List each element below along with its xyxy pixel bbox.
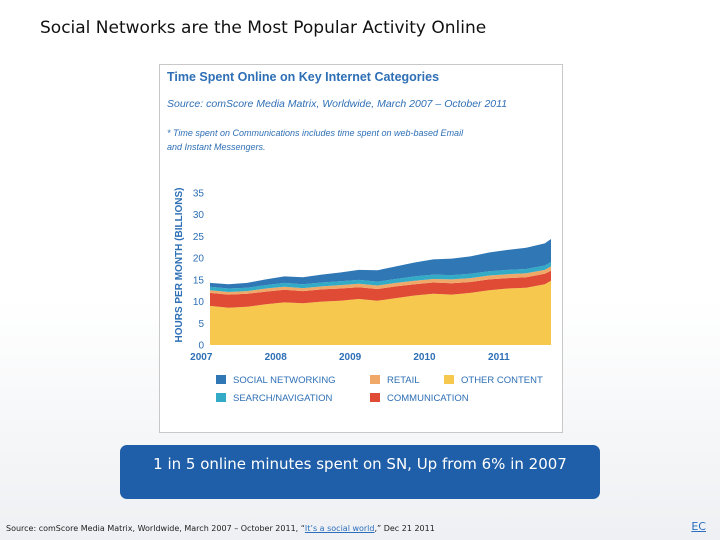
stacked-area-chart: Time Spent Online on Key Internet Catego… — [167, 70, 551, 404]
chart-subtitle: Source: comScore Media Matrix, Worldwide… — [167, 98, 507, 110]
area-other-content — [210, 280, 551, 345]
legend-label: SOCIAL NETWORKING — [233, 375, 336, 386]
y-tick-label: 15 — [193, 275, 205, 286]
y-tick-labels: 0 5 10 15 20 25 30 35 — [193, 189, 205, 352]
area-social-networking — [210, 239, 551, 289]
x-tick-label: 2008 — [265, 352, 288, 363]
area-search-navigation — [210, 262, 551, 292]
x-tick-label: 2010 — [413, 352, 436, 363]
legend-swatch — [216, 393, 226, 402]
source-prefix: Source: comScore Media Matrix, Worldwide… — [6, 524, 305, 533]
chart-footnote-line-1: * Time spent on Communications includes … — [167, 128, 464, 138]
chart-footnote-line-2: and Instant Messengers. — [167, 142, 266, 152]
y-tick-label: 20 — [193, 254, 205, 265]
legend-swatch — [370, 393, 380, 402]
slide-corner-link[interactable]: EC — [691, 520, 706, 533]
x-tick-label: 2007 — [190, 352, 213, 363]
x-tick-label: 2011 — [488, 352, 510, 363]
area-communication — [210, 270, 551, 308]
y-tick-label: 25 — [193, 232, 205, 243]
source-link[interactable]: It’s a social world — [304, 524, 375, 533]
chart-title: Time Spent Online on Key Internet Catego… — [167, 70, 439, 84]
y-tick-label: 30 — [193, 210, 205, 221]
legend-label: RETAIL — [387, 375, 420, 386]
area-retail — [210, 266, 551, 295]
legend-swatch — [370, 375, 380, 384]
y-tick-label: 0 — [198, 341, 204, 352]
chart-legend: SOCIAL NETWORKING RETAIL OTHER CONTENT SEAR… — [216, 375, 543, 404]
legend-label: OTHER CONTENT — [461, 375, 543, 386]
legend-label: COMMUNICATION — [387, 393, 469, 404]
area-layer — [210, 239, 551, 345]
legend-swatch — [444, 375, 454, 384]
source-note: Source: comScore Media Matrix, Worldwide… — [6, 524, 435, 533]
legend-swatch — [216, 375, 226, 384]
legend-label: SEARCH/NAVIGATION — [233, 393, 333, 404]
chart-panel: Time Spent Online on Key Internet Catego… — [159, 64, 563, 433]
callout-banner: 1 in 5 online minutes spent on SN, Up fr… — [120, 445, 600, 499]
x-tick-label: 2009 — [339, 352, 362, 363]
source-suffix: ,” Dec 21 2011 — [374, 524, 435, 533]
slide-title: Social Networks are the Most Popular Act… — [40, 18, 487, 38]
y-tick-label: 10 — [193, 297, 205, 308]
y-tick-label: 5 — [198, 319, 204, 330]
y-axis-label: HOURS PER MONTH (BILLIONS) — [174, 188, 185, 343]
y-tick-label: 35 — [193, 189, 205, 200]
x-tick-labels: 2007 2008 2009 2010 2011 — [190, 352, 510, 363]
